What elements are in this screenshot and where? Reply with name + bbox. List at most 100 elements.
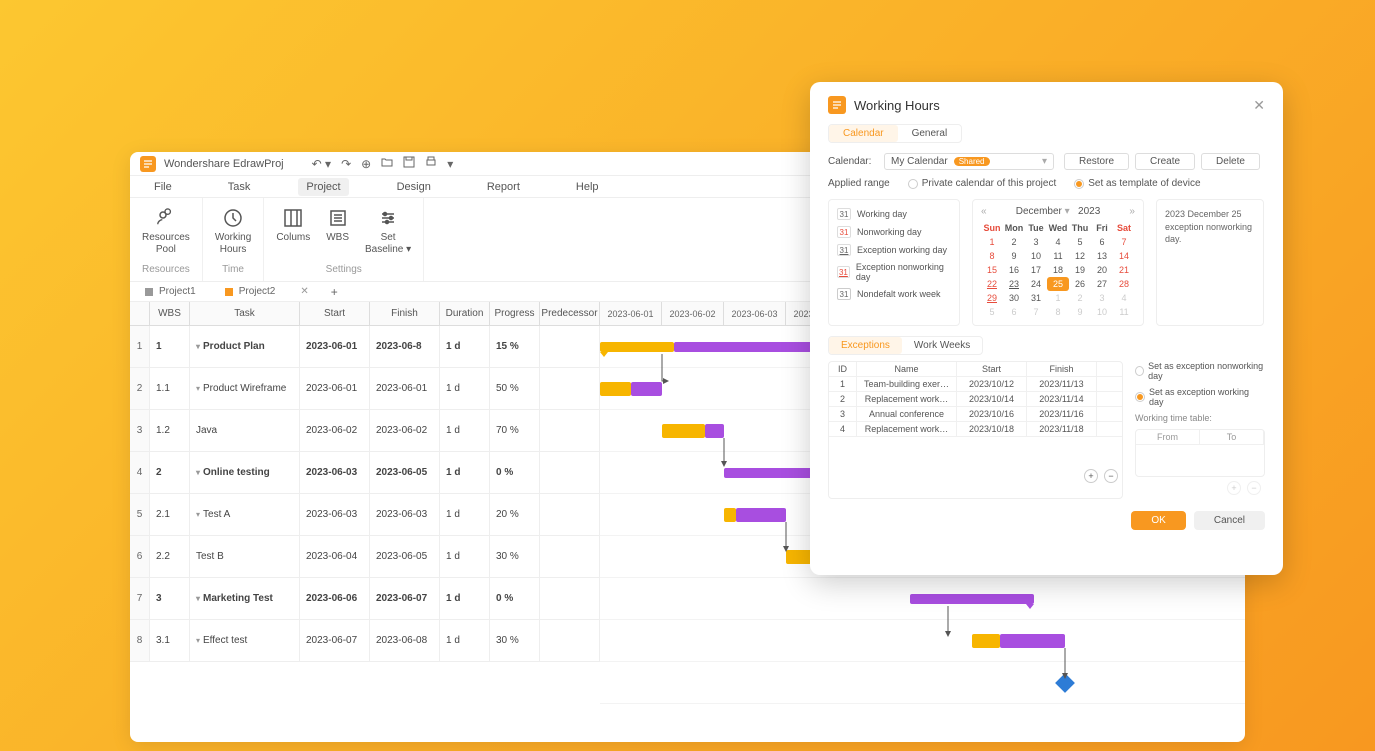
exception-row[interactable]: 3Annual conference2023/10/162023/11/16 — [829, 407, 1122, 422]
undo-icon[interactable]: ↶ ▾ — [312, 157, 331, 171]
cal-day[interactable]: 11 — [1113, 305, 1135, 319]
cal-day[interactable]: 21 — [1113, 263, 1135, 277]
cal-day[interactable]: 5 — [981, 305, 1003, 319]
cal-day[interactable]: 8 — [981, 249, 1003, 263]
delete-button[interactable]: Delete — [1201, 153, 1260, 170]
add-time-icon[interactable]: + — [1227, 481, 1241, 495]
cal-day[interactable]: 31 — [1025, 291, 1047, 305]
cal-day[interactable]: 29 — [981, 291, 1003, 305]
cal-day[interactable]: 2 — [1069, 291, 1091, 305]
milestone-icon[interactable] — [1055, 673, 1075, 693]
cal-day[interactable]: 23 — [1003, 277, 1025, 291]
next-month-icon[interactable]: » — [1129, 206, 1135, 217]
cal-day[interactable]: 25 — [1047, 277, 1069, 291]
prev-month-icon[interactable]: « — [981, 206, 987, 217]
task-row[interactable]: 7 3 ▾Marketing Test 2023-06-06 2023-06-0… — [130, 578, 600, 620]
cal-day[interactable]: 22 — [981, 277, 1003, 291]
gantt-bar[interactable] — [1000, 634, 1065, 648]
cancel-button[interactable]: Cancel — [1194, 511, 1265, 530]
cal-day[interactable]: 11 — [1047, 249, 1069, 263]
add-tab-icon[interactable]: + — [323, 285, 346, 299]
cal-day[interactable]: 16 — [1003, 263, 1025, 277]
task-row[interactable]: 1 1 ▾Product Plan 2023-06-01 2023-06-8 1… — [130, 326, 600, 368]
menu-file[interactable]: File — [146, 178, 180, 196]
cal-day[interactable]: 3 — [1025, 235, 1047, 249]
gantt-bar[interactable] — [736, 508, 786, 522]
gantt-bar[interactable] — [631, 382, 662, 396]
document-tab[interactable]: Project1 — [130, 284, 210, 299]
restore-button[interactable]: Restore — [1064, 153, 1129, 170]
gantt-bar[interactable] — [724, 508, 736, 522]
cal-day[interactable]: 17 — [1025, 263, 1047, 277]
radio-exc-working[interactable]: Set as exception working day — [1135, 387, 1265, 407]
ok-button[interactable]: OK — [1131, 511, 1185, 530]
document-tab[interactable]: Project2✕ — [210, 284, 323, 299]
cal-day[interactable]: 5 — [1069, 235, 1091, 249]
gantt-bar[interactable] — [600, 382, 631, 396]
cal-day[interactable]: 18 — [1047, 263, 1069, 277]
chevron-down-icon[interactable]: ▾ — [1065, 206, 1070, 217]
cal-day[interactable]: 12 — [1069, 249, 1091, 263]
cal-day[interactable]: 1 — [1047, 291, 1069, 305]
exception-row[interactable]: 1Team-building exer…2023/10/122023/11/13 — [829, 377, 1122, 392]
cal-day[interactable]: 7 — [1025, 305, 1047, 319]
exception-row[interactable]: 4Replacement work…2023/10/182023/11/18 — [829, 422, 1122, 437]
cal-day[interactable]: 6 — [1003, 305, 1025, 319]
gantt-bar[interactable] — [705, 424, 724, 438]
cal-day[interactable]: 24 — [1025, 277, 1047, 291]
radio-template[interactable]: Set as template of device — [1074, 178, 1200, 189]
cal-day[interactable]: 19 — [1069, 263, 1091, 277]
cal-day[interactable]: 9 — [1069, 305, 1091, 319]
print-icon[interactable] — [425, 156, 437, 171]
ribbon-resources-pool[interactable]: ResourcesPool — [142, 208, 190, 256]
task-row[interactable]: 2 1.1 ▾Product Wireframe 2023-06-01 2023… — [130, 368, 600, 410]
close-tab-icon[interactable]: ✕ — [300, 286, 308, 297]
cal-day[interactable]: 14 — [1113, 249, 1135, 263]
add-exception-icon[interactable]: + — [1084, 469, 1098, 483]
exception-row[interactable]: 2Replacement work…2023/10/142023/11/14 — [829, 392, 1122, 407]
menu-design[interactable]: Design — [389, 178, 439, 196]
tab-exceptions[interactable]: Exceptions — [829, 337, 902, 354]
tab-general[interactable]: General — [898, 125, 962, 142]
gantt-bar[interactable] — [600, 342, 674, 352]
save-icon[interactable] — [403, 156, 415, 171]
task-row[interactable]: 6 2.2 Test B 2023-06-04 2023-06-05 1 d 3… — [130, 536, 600, 578]
menu-help[interactable]: Help — [568, 178, 607, 196]
cal-day[interactable]: 26 — [1069, 277, 1091, 291]
add-icon[interactable]: ⊕ — [361, 157, 371, 171]
calendar-select[interactable]: My Calendar Shared ▾ — [884, 153, 1054, 170]
gantt-bar[interactable] — [662, 424, 705, 438]
radio-private[interactable]: Private calendar of this project — [908, 178, 1057, 189]
menu-report[interactable]: Report — [479, 178, 528, 196]
create-button[interactable]: Create — [1135, 153, 1195, 170]
cal-day[interactable]: 28 — [1113, 277, 1135, 291]
radio-exc-nonworking[interactable]: Set as exception nonworking day — [1135, 361, 1265, 381]
cal-day[interactable]: 15 — [981, 263, 1003, 277]
task-row[interactable]: 5 2.1 ▾Test A 2023-06-03 2023-06-03 1 d … — [130, 494, 600, 536]
open-icon[interactable] — [381, 156, 393, 171]
ribbon-wbs[interactable]: WBS — [326, 208, 349, 244]
cal-day[interactable]: 2 — [1003, 235, 1025, 249]
cal-day[interactable]: 27 — [1091, 277, 1113, 291]
redo-icon[interactable]: ↷ — [341, 157, 351, 171]
ribbon-colums[interactable]: Colums — [276, 208, 310, 244]
remove-exception-icon[interactable]: − — [1104, 469, 1118, 483]
cal-day[interactable]: 9 — [1003, 249, 1025, 263]
task-row[interactable]: 3 1.2 Java 2023-06-02 2023-06-02 1 d 70 … — [130, 410, 600, 452]
close-icon[interactable]: ✕ — [1253, 97, 1265, 114]
menu-task[interactable]: Task — [220, 178, 259, 196]
cal-day[interactable]: 7 — [1113, 235, 1135, 249]
tab-work-weeks[interactable]: Work Weeks — [902, 337, 982, 354]
cal-day[interactable]: 6 — [1091, 235, 1113, 249]
cal-day[interactable]: 20 — [1091, 263, 1113, 277]
task-row[interactable]: 4 2 ▾Online testing 2023-06-03 2023-06-0… — [130, 452, 600, 494]
cal-day[interactable]: 8 — [1047, 305, 1069, 319]
cal-day[interactable]: 30 — [1003, 291, 1025, 305]
cal-day[interactable]: 10 — [1025, 249, 1047, 263]
cal-day[interactable]: 10 — [1091, 305, 1113, 319]
cal-day[interactable]: 4 — [1113, 291, 1135, 305]
gantt-bar[interactable] — [910, 594, 1034, 604]
cal-day[interactable]: 4 — [1047, 235, 1069, 249]
tab-calendar[interactable]: Calendar — [829, 125, 898, 142]
cal-day[interactable]: 1 — [981, 235, 1003, 249]
